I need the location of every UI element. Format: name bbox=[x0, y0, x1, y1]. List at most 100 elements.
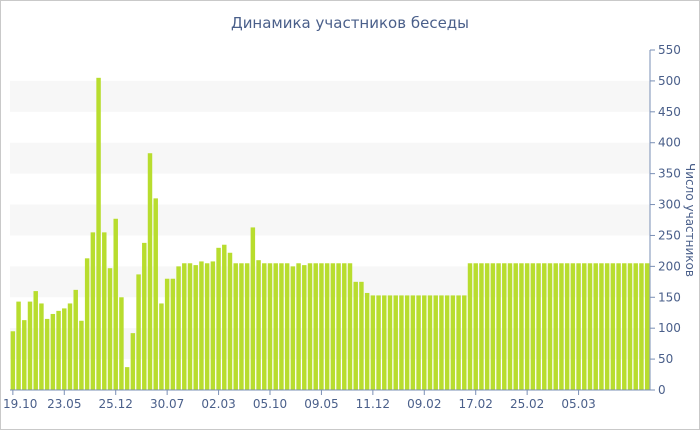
bar bbox=[62, 308, 67, 390]
y-tick-label: 550 bbox=[658, 43, 681, 57]
bar bbox=[227, 252, 233, 390]
bar bbox=[256, 260, 261, 390]
y-tick-label: 500 bbox=[658, 74, 681, 88]
bar bbox=[107, 268, 113, 390]
bar bbox=[124, 367, 130, 390]
x-tick-label: 30.07 bbox=[150, 397, 184, 411]
bar bbox=[393, 295, 398, 390]
bar bbox=[547, 263, 553, 390]
y-tick-label: 100 bbox=[658, 321, 681, 335]
bar bbox=[27, 301, 33, 390]
bar bbox=[199, 261, 204, 390]
bar bbox=[16, 301, 21, 390]
bar bbox=[502, 263, 507, 390]
bar bbox=[462, 295, 467, 390]
bar bbox=[473, 263, 478, 390]
bar bbox=[359, 281, 364, 390]
bar bbox=[416, 295, 421, 390]
bar bbox=[519, 263, 524, 390]
bar bbox=[564, 263, 570, 390]
bar bbox=[319, 263, 324, 390]
bar bbox=[324, 263, 330, 390]
bar bbox=[210, 261, 216, 390]
bar bbox=[73, 289, 78, 390]
bar bbox=[553, 263, 558, 390]
bar bbox=[582, 263, 587, 390]
bar bbox=[296, 263, 301, 390]
x-tick-label: 17.02 bbox=[459, 397, 493, 411]
bar bbox=[147, 153, 153, 390]
bar bbox=[187, 263, 193, 390]
x-tick-label: 09.05 bbox=[304, 397, 338, 411]
bar bbox=[302, 265, 307, 390]
bar bbox=[513, 263, 518, 390]
y-tick-label: 200 bbox=[658, 259, 681, 273]
y-tick-label: 300 bbox=[658, 198, 681, 212]
x-tick-label: 05.03 bbox=[561, 397, 595, 411]
bar bbox=[204, 263, 210, 390]
bar bbox=[79, 320, 84, 390]
y-tick-label: 450 bbox=[658, 105, 681, 119]
bar bbox=[50, 313, 56, 390]
bar bbox=[193, 265, 198, 390]
grid-band bbox=[10, 142, 650, 174]
bar bbox=[353, 281, 358, 390]
bar bbox=[439, 295, 444, 390]
bar bbox=[610, 263, 616, 390]
bar bbox=[479, 263, 484, 390]
bar bbox=[444, 295, 450, 390]
bar bbox=[164, 278, 170, 390]
grid-band bbox=[10, 80, 650, 112]
bar-series bbox=[10, 77, 650, 391]
bar bbox=[622, 263, 627, 390]
x-tick-label: 25.02 bbox=[510, 397, 544, 411]
bar bbox=[410, 295, 416, 390]
chart-title: Динамика участников беседы bbox=[231, 14, 469, 32]
bar bbox=[536, 263, 541, 390]
bar bbox=[496, 263, 501, 390]
bar bbox=[102, 232, 107, 390]
bar bbox=[382, 295, 387, 390]
bar bbox=[627, 263, 633, 390]
bar bbox=[484, 263, 490, 390]
bar bbox=[524, 263, 530, 390]
y-tick-label: 150 bbox=[658, 290, 681, 304]
bar bbox=[593, 263, 598, 390]
bar bbox=[456, 295, 461, 390]
bar bbox=[376, 295, 381, 390]
bar bbox=[113, 218, 118, 390]
y-axis-label: Число участников bbox=[683, 163, 697, 277]
bar bbox=[130, 333, 136, 390]
bar bbox=[639, 263, 644, 390]
bar bbox=[364, 292, 370, 390]
bar bbox=[570, 263, 576, 390]
bar bbox=[90, 232, 96, 390]
bar bbox=[67, 303, 73, 390]
bar bbox=[530, 263, 536, 390]
grid-band bbox=[10, 204, 650, 236]
bar bbox=[22, 320, 27, 390]
x-tick-label: 19.10 bbox=[3, 397, 37, 411]
bar bbox=[347, 263, 353, 390]
bar bbox=[370, 295, 376, 390]
bar bbox=[84, 258, 90, 390]
bar bbox=[279, 263, 284, 390]
bar bbox=[450, 295, 456, 390]
bar bbox=[44, 318, 50, 390]
bar bbox=[142, 242, 147, 390]
x-tick-label: 09.02 bbox=[407, 397, 441, 411]
bar bbox=[399, 295, 404, 390]
bar bbox=[330, 263, 336, 390]
bar bbox=[576, 263, 581, 390]
bar bbox=[336, 263, 341, 390]
bar bbox=[342, 263, 347, 390]
x-tick-label: 05.10 bbox=[253, 397, 287, 411]
bar bbox=[159, 303, 164, 390]
bar bbox=[244, 263, 250, 390]
bar bbox=[559, 263, 564, 390]
bar bbox=[182, 263, 187, 390]
bar bbox=[233, 263, 238, 390]
y-tick-label: 50 bbox=[658, 352, 673, 366]
bar bbox=[507, 263, 513, 390]
x-tick-label: 11.12 bbox=[356, 397, 390, 411]
